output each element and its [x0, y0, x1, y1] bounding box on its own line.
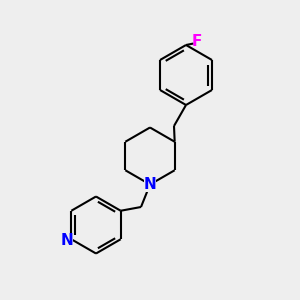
Text: F: F: [191, 34, 202, 50]
Text: N: N: [60, 233, 73, 248]
Text: N: N: [144, 177, 156, 192]
